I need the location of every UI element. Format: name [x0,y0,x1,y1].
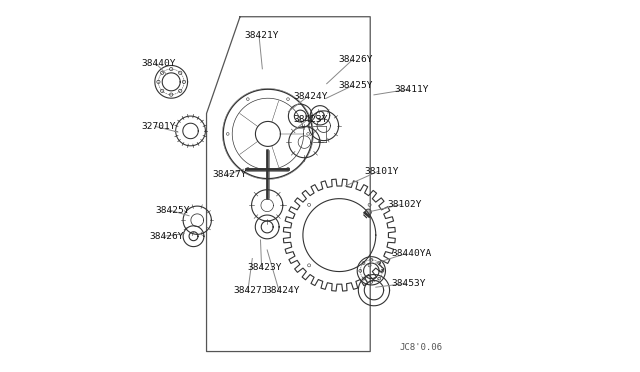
Text: 38101Y: 38101Y [365,167,399,176]
Text: 32701Y: 32701Y [141,122,176,131]
Text: 38440YA: 38440YA [392,249,431,258]
Text: JC8'0.06: JC8'0.06 [400,343,443,352]
Text: 38453Y: 38453Y [392,279,426,288]
Text: 38102Y: 38102Y [387,200,422,209]
Text: 38421Y: 38421Y [245,31,279,40]
Circle shape [365,209,371,215]
Text: 38424Y: 38424Y [265,286,300,295]
Text: 38440Y: 38440Y [141,59,176,68]
Text: 38427J: 38427J [234,286,268,295]
Text: 38426Y: 38426Y [150,232,184,241]
Text: 38425Y: 38425Y [156,206,190,215]
Text: 38426Y: 38426Y [339,55,373,64]
Text: 38411Y: 38411Y [394,85,429,94]
Text: 38423Y: 38423Y [293,115,328,124]
Text: 38427Y: 38427Y [212,170,246,179]
Text: 38423Y: 38423Y [248,263,282,272]
Text: 38424Y: 38424Y [293,92,328,101]
Text: 38425Y: 38425Y [339,81,373,90]
